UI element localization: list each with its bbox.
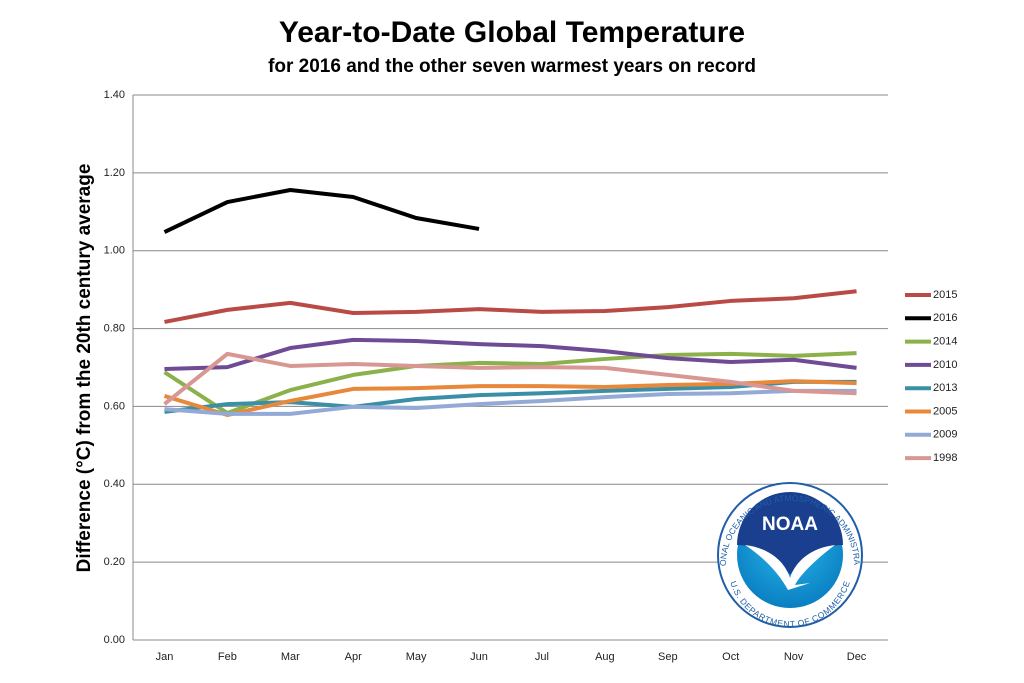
x-tick-label: Jun: [470, 651, 488, 663]
logo-ring-top: NATIONAL OCEANIC AND ATMOSPHERIC ADMINIS…: [0, 0, 862, 566]
logo-ring-top-text: NATIONAL OCEANIC AND ATMOSPHERIC ADMINIS…: [0, 0, 862, 566]
y-tick-label: 0.20: [104, 556, 125, 568]
x-tick-label: Jan: [156, 651, 174, 663]
y-tick-label: 1.00: [104, 245, 125, 257]
x-tick-label: Dec: [847, 651, 867, 663]
y-axis-label: Difference (°C) from the 20th century av…: [74, 164, 95, 573]
legend-label: 2015: [933, 289, 957, 301]
x-tick-label: Mar: [281, 651, 300, 663]
y-tick-label: 0.60: [104, 400, 125, 412]
series-line: [164, 337, 857, 372]
x-tick-label: Sep: [658, 651, 678, 663]
series-line: [163, 351, 857, 416]
legend-label: 2014: [933, 336, 957, 348]
legend-label: 2013: [933, 382, 957, 394]
x-tick-label: Apr: [345, 651, 362, 663]
logo-sky: [737, 492, 843, 575]
legend-label: 2016: [933, 312, 957, 324]
series-line: [163, 351, 857, 406]
y-tick-label: 0.40: [104, 478, 125, 490]
y-tick-label: 0.00: [104, 634, 125, 646]
series-line: [164, 388, 857, 416]
x-tick-label: Oct: [722, 651, 739, 663]
series-line: [163, 187, 480, 234]
x-tick-label: Aug: [595, 651, 615, 663]
y-tick-label: 0.80: [104, 322, 125, 334]
y-tick-label: 1.20: [104, 167, 125, 179]
x-tick-label: May: [406, 651, 427, 663]
x-tick-label: Feb: [218, 651, 237, 663]
legend-label: 2010: [933, 359, 957, 371]
noaa-logo: NOAA NATIONAL OCEANIC AND ATMOSPHERIC AD…: [0, 0, 863, 629]
legend-label: 2009: [933, 429, 957, 441]
logo-bird: [745, 545, 835, 590]
chart-title: Year-to-Date Global Temperature: [279, 16, 745, 49]
x-tick-label: Nov: [784, 651, 804, 663]
legend-label: 2005: [933, 405, 957, 417]
legend-label: 1998: [933, 452, 957, 464]
series-line: [164, 289, 857, 324]
x-tick-label: Jul: [535, 651, 549, 663]
logo-name: NOAA: [762, 514, 818, 535]
y-tick-label: 1.40: [104, 89, 125, 101]
chart-subtitle: for 2016 and the other seven warmest yea…: [268, 56, 756, 77]
